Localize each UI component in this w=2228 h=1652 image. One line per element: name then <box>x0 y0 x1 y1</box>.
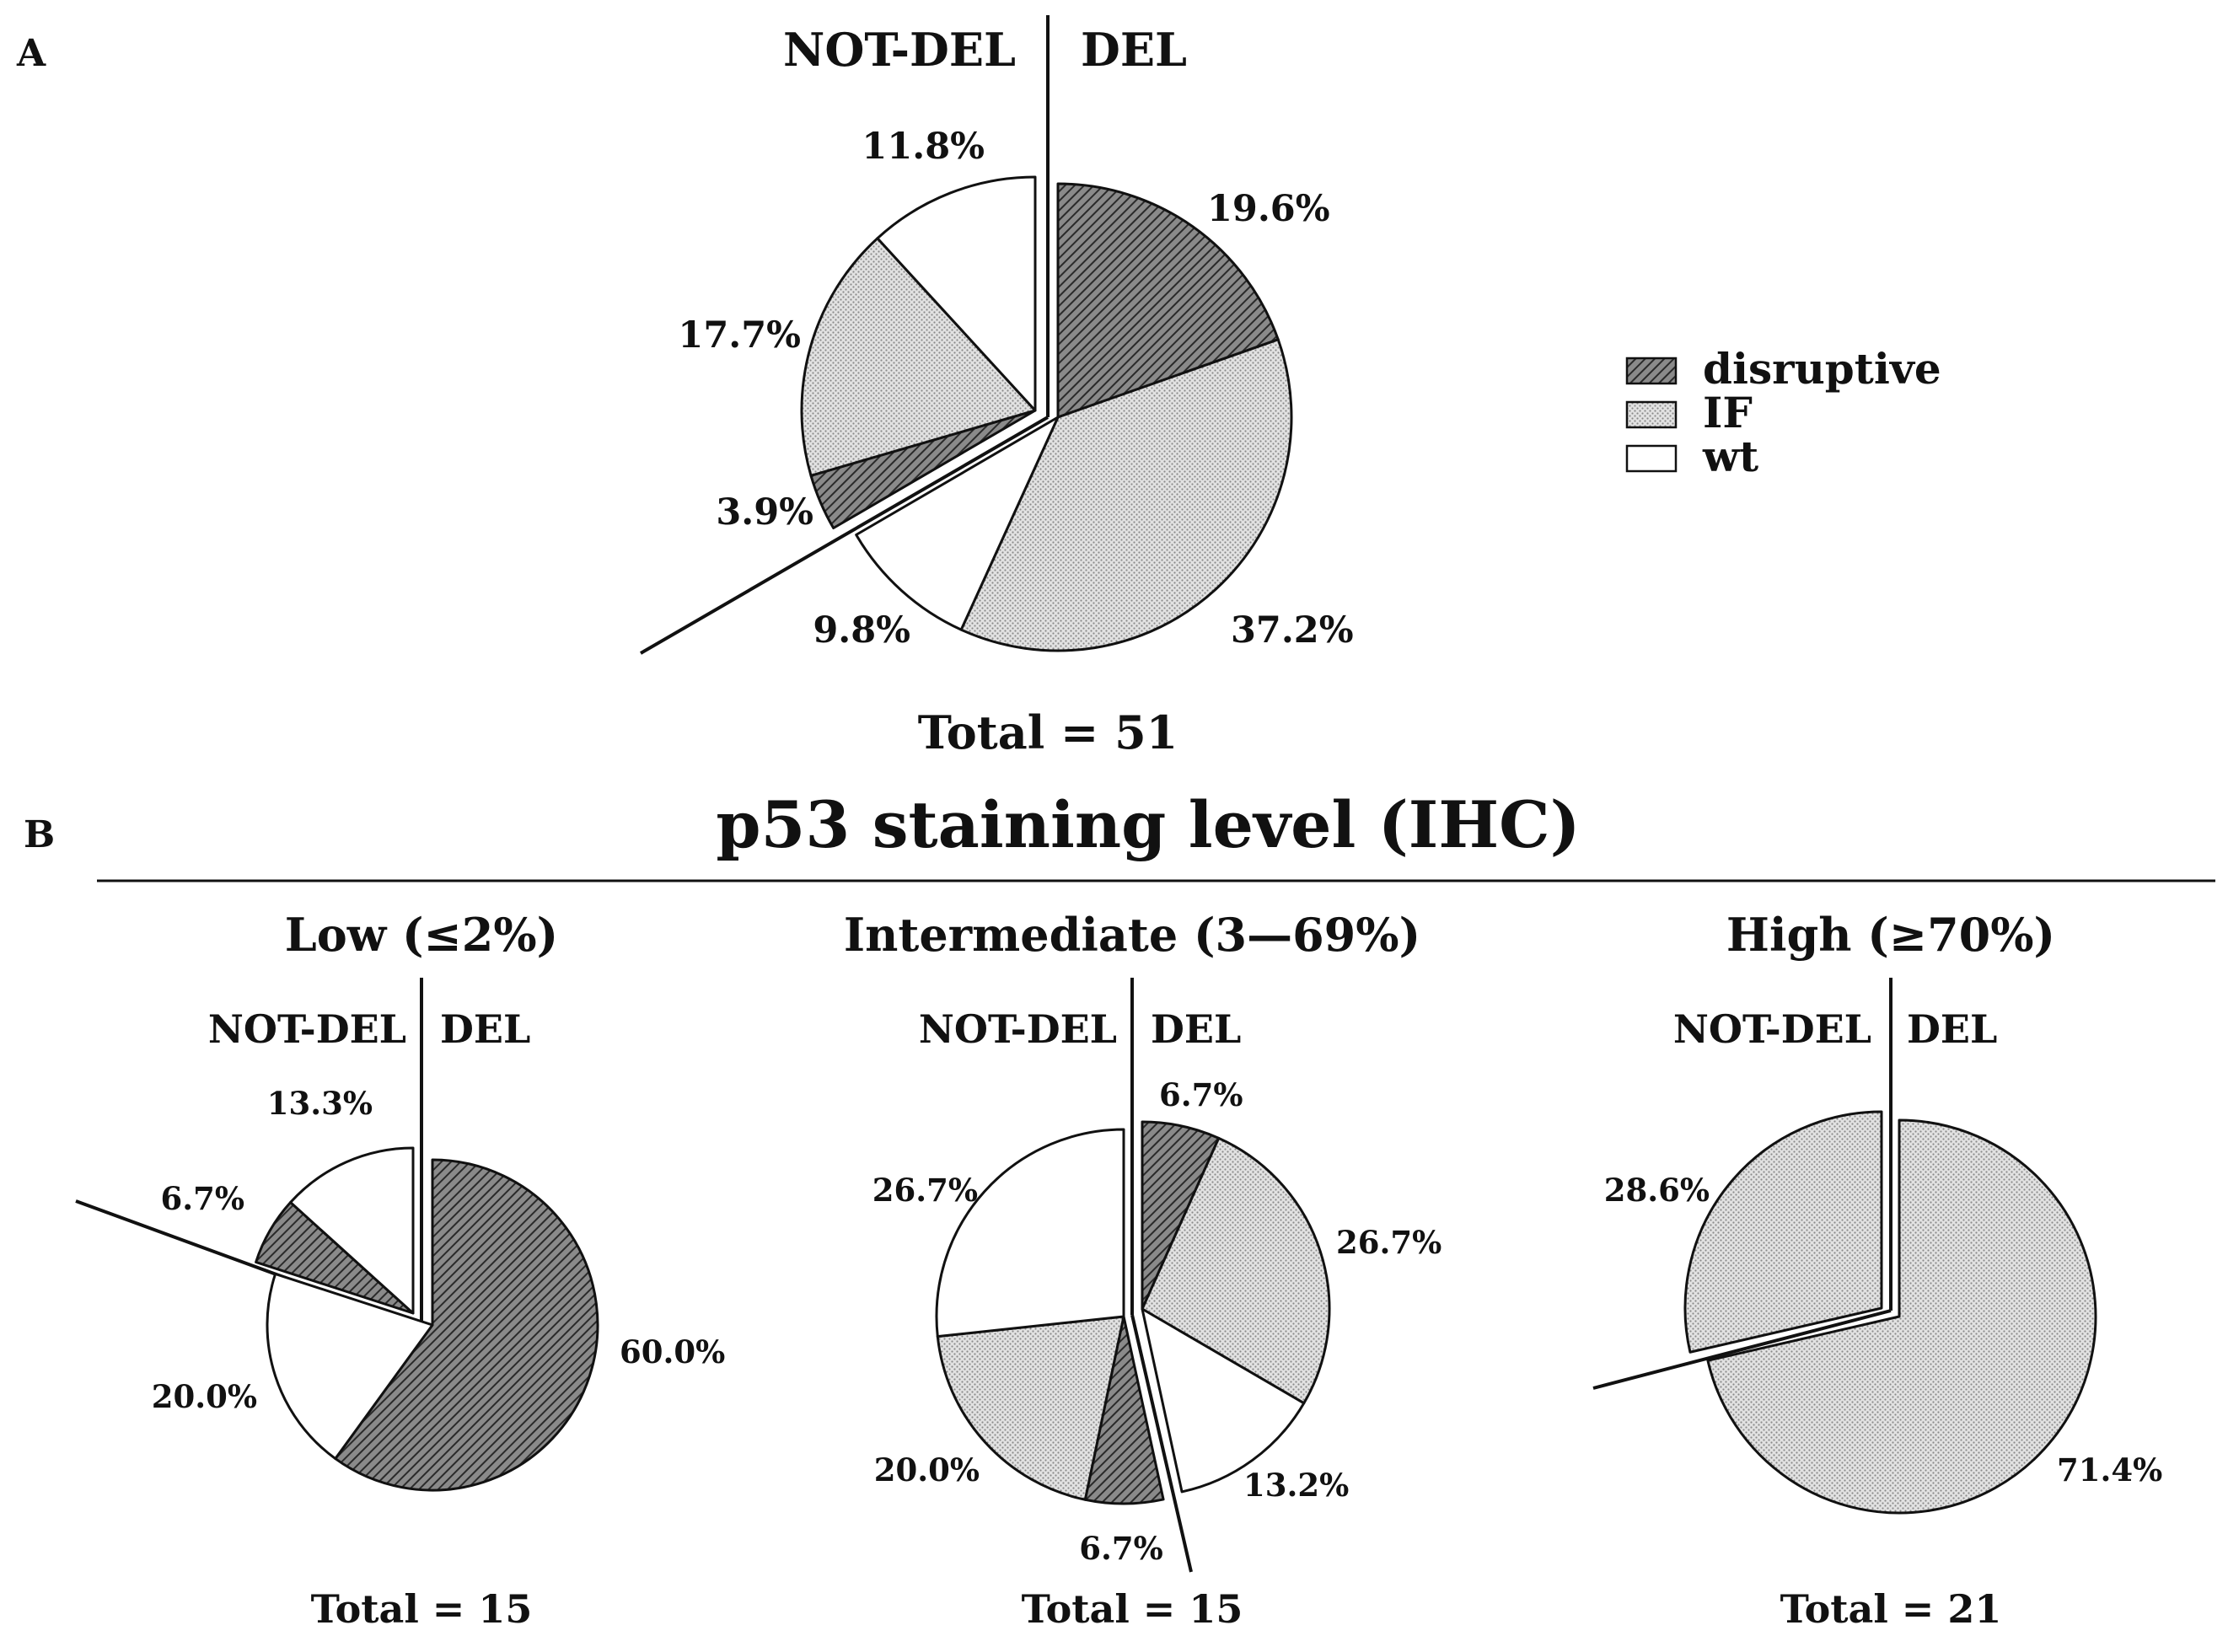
pie-intermediate-title: Intermediate (3—69%) <box>844 908 1420 962</box>
pie-intermediate-left-label: NOT-DEL <box>919 1006 1117 1052</box>
pie-low-slices <box>255 1146 599 1492</box>
pie-high-label-del-if: 71.4% <box>2057 1451 2162 1488</box>
pie-chart-high: High (≥70%) NOT-DEL DEL 71.4% 28.6% Tota… <box>1592 908 2162 1632</box>
legend-label-wt: wt <box>1702 432 1758 481</box>
pie-a-separator <box>639 416 1050 655</box>
pie-a-total: Total = 51 <box>918 705 1178 759</box>
pie-a-slice-del-if <box>959 338 1293 652</box>
pie-intermediate-label-notdel-wt: 26.7% <box>872 1172 978 1209</box>
pie-intermediate-label-del-wt: 13.2% <box>1243 1467 1349 1504</box>
pie-intermediate-slice-notdel-wt <box>935 1128 1125 1338</box>
legend-label-if: IF <box>1703 388 1753 437</box>
pie-intermediate-slices <box>935 1120 1331 1505</box>
pie-a-slice-notdel-wt <box>876 175 1037 412</box>
pie-high-slices <box>1683 1110 2097 1515</box>
pie-low-slice-del-disruptive <box>334 1158 599 1492</box>
panel-a-letter: A <box>16 32 46 75</box>
legend-swatch-wt <box>1625 444 1678 473</box>
pie-a-label-del-if: 37.2% <box>1231 609 1354 652</box>
panel-b-title: p53 staining level (IHC) <box>716 787 1580 862</box>
pie-low-label-notdel-disruptive: 6.7% <box>160 1180 244 1217</box>
pie-a-label-del-wt: 9.8% <box>813 609 910 652</box>
pie-high-separator <box>1592 1309 1892 1390</box>
pie-intermediate-slice-del-if <box>1141 1136 1331 1405</box>
legend-swatch-if <box>1625 400 1678 429</box>
legend-swatch-disruptive <box>1625 357 1678 385</box>
legend: disruptive IF wt <box>1625 344 1941 481</box>
pie-high-total: Total = 21 <box>1780 1586 2002 1632</box>
pie-a-slices <box>800 175 1293 652</box>
pie-chart-a: NOT-DEL DEL 19.6% 37.2% 9.8% 3.9% 17.7% … <box>639 15 1354 759</box>
panel-b-letter: B <box>24 813 55 856</box>
pie-intermediate-separator <box>1130 1314 1193 1573</box>
pie-low-label-del-disruptive: 60.0% <box>620 1333 725 1370</box>
pie-low-slice-del-wt <box>266 1272 434 1461</box>
pie-a-right-label: DEL <box>1081 23 1187 77</box>
pie-chart-low: Low (≤2%) NOT-DEL DEL 60.0% 20.0% 6.7% 1… <box>75 908 725 1632</box>
pie-intermediate-slice-del-wt <box>1141 1307 1306 1494</box>
pie-a-slice-del-wt <box>855 416 1060 631</box>
pie-intermediate-slice-notdel-if <box>936 1315 1125 1501</box>
pie-a-slice-notdel-if <box>800 237 1037 477</box>
pie-intermediate-label-notdel-if: 20.0% <box>874 1451 980 1488</box>
pie-high-left-label: NOT-DEL <box>1673 1006 1871 1052</box>
pie-a-left-label: NOT-DEL <box>783 23 1016 77</box>
pie-a-label-del-disruptive: 19.6% <box>1207 188 1330 230</box>
pie-intermediate-right-label: DEL <box>1151 1006 1241 1052</box>
pie-high-right-label: DEL <box>1907 1006 1997 1052</box>
pie-high-slice-del-if <box>1706 1118 2097 1515</box>
pie-intermediate-label-notdel-disruptive: 6.7% <box>1079 1530 1163 1567</box>
pie-intermediate-label-del-if: 26.7% <box>1336 1224 1441 1261</box>
pie-high-slice-notdel-if <box>1683 1110 1883 1354</box>
pie-low-total: Total = 15 <box>311 1586 533 1632</box>
pie-intermediate-total: Total = 15 <box>1022 1586 1243 1632</box>
pie-low-label-del-wt: 20.0% <box>152 1378 257 1415</box>
pie-intermediate-label-del-disruptive: 6.7% <box>1159 1076 1243 1113</box>
pie-low-title: Low (≤2%) <box>285 908 559 962</box>
pie-high-title: High (≥70%) <box>1726 908 2055 962</box>
pie-chart-intermediate: Intermediate (3—69%) NOT-DEL DEL 6.7% 26… <box>844 908 1441 1632</box>
pie-low-left-label: NOT-DEL <box>208 1006 406 1052</box>
pie-high-label-notdel-if: 28.6% <box>1604 1172 1710 1209</box>
pie-low-slice-notdel-wt <box>289 1146 415 1315</box>
pie-a-label-notdel-if: 17.7% <box>678 314 801 357</box>
pie-low-right-label: DEL <box>440 1006 530 1052</box>
pie-a-label-notdel-wt: 11.8% <box>862 126 985 168</box>
pie-low-label-notdel-wt: 13.3% <box>267 1085 373 1122</box>
pie-a-label-notdel-disruptive: 3.9% <box>716 491 813 534</box>
legend-label-disruptive: disruptive <box>1703 344 1941 394</box>
